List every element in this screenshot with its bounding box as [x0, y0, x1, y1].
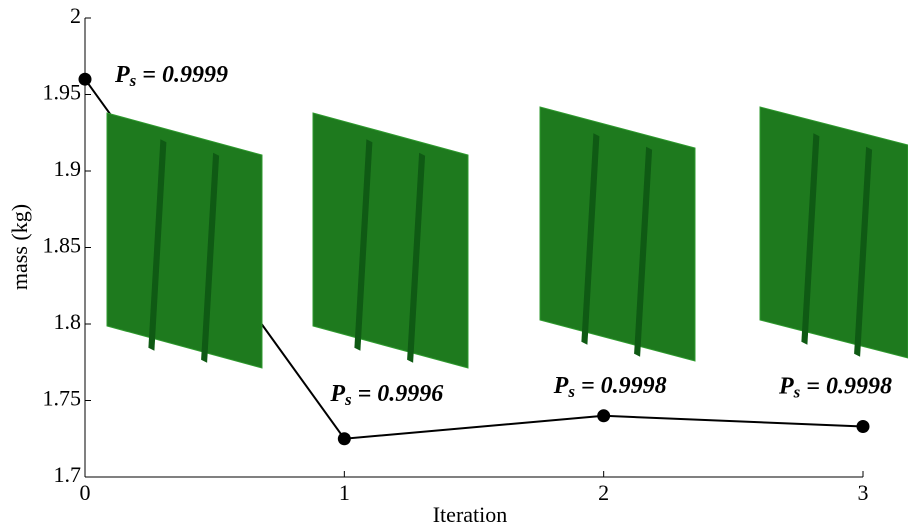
panel — [540, 107, 695, 361]
x-tick-label: 0 — [80, 480, 91, 505]
y-tick-label: 1.75 — [43, 386, 82, 411]
annotation-main: P — [553, 372, 569, 398]
panel-image — [540, 107, 695, 361]
data-point — [79, 73, 92, 86]
chart: Iteration mass (kg) 1.7 1.75 1.8 1.85 1.9 1.9… — [0, 0, 908, 531]
y-tick-label: 1.8 — [54, 309, 82, 334]
y-tick-label: 2 — [70, 3, 81, 28]
annotation-main: P — [114, 62, 130, 88]
panel — [313, 113, 468, 368]
panel-image — [760, 107, 908, 358]
annotation-main: P — [778, 373, 794, 399]
data-point — [338, 432, 351, 445]
data-point — [597, 409, 610, 422]
annotation-text: = 0.9999 — [136, 62, 228, 88]
annotation-text: = 0.9998 — [575, 372, 667, 398]
annotation-main: P — [329, 380, 345, 406]
panel — [760, 107, 908, 358]
panel-image — [107, 113, 262, 368]
y-tick-label: 1.7 — [54, 462, 82, 487]
x-tick-label: 3 — [858, 480, 869, 505]
y-tick-label: 1.95 — [43, 80, 82, 105]
panel-image — [313, 113, 468, 368]
x-tick-label: 1 — [339, 480, 350, 505]
annotation: Ps = 0.9999 — [114, 62, 228, 90]
annotation-text: = 0.9998 — [800, 373, 892, 399]
data-point — [857, 420, 870, 433]
y-tick-label: 1.85 — [43, 233, 82, 258]
annotation-text: = 0.9996 — [352, 380, 444, 406]
annotation: Ps = 0.9996 — [329, 380, 443, 408]
panel — [107, 113, 262, 368]
y-axis-label: mass (kg) — [7, 204, 32, 290]
x-tick-label: 2 — [598, 480, 609, 505]
annotation: Ps = 0.9998 — [778, 373, 892, 401]
x-axis-label: Iteration — [433, 502, 508, 527]
annotation: Ps = 0.9998 — [553, 372, 667, 400]
y-tick-label: 1.9 — [54, 156, 82, 181]
